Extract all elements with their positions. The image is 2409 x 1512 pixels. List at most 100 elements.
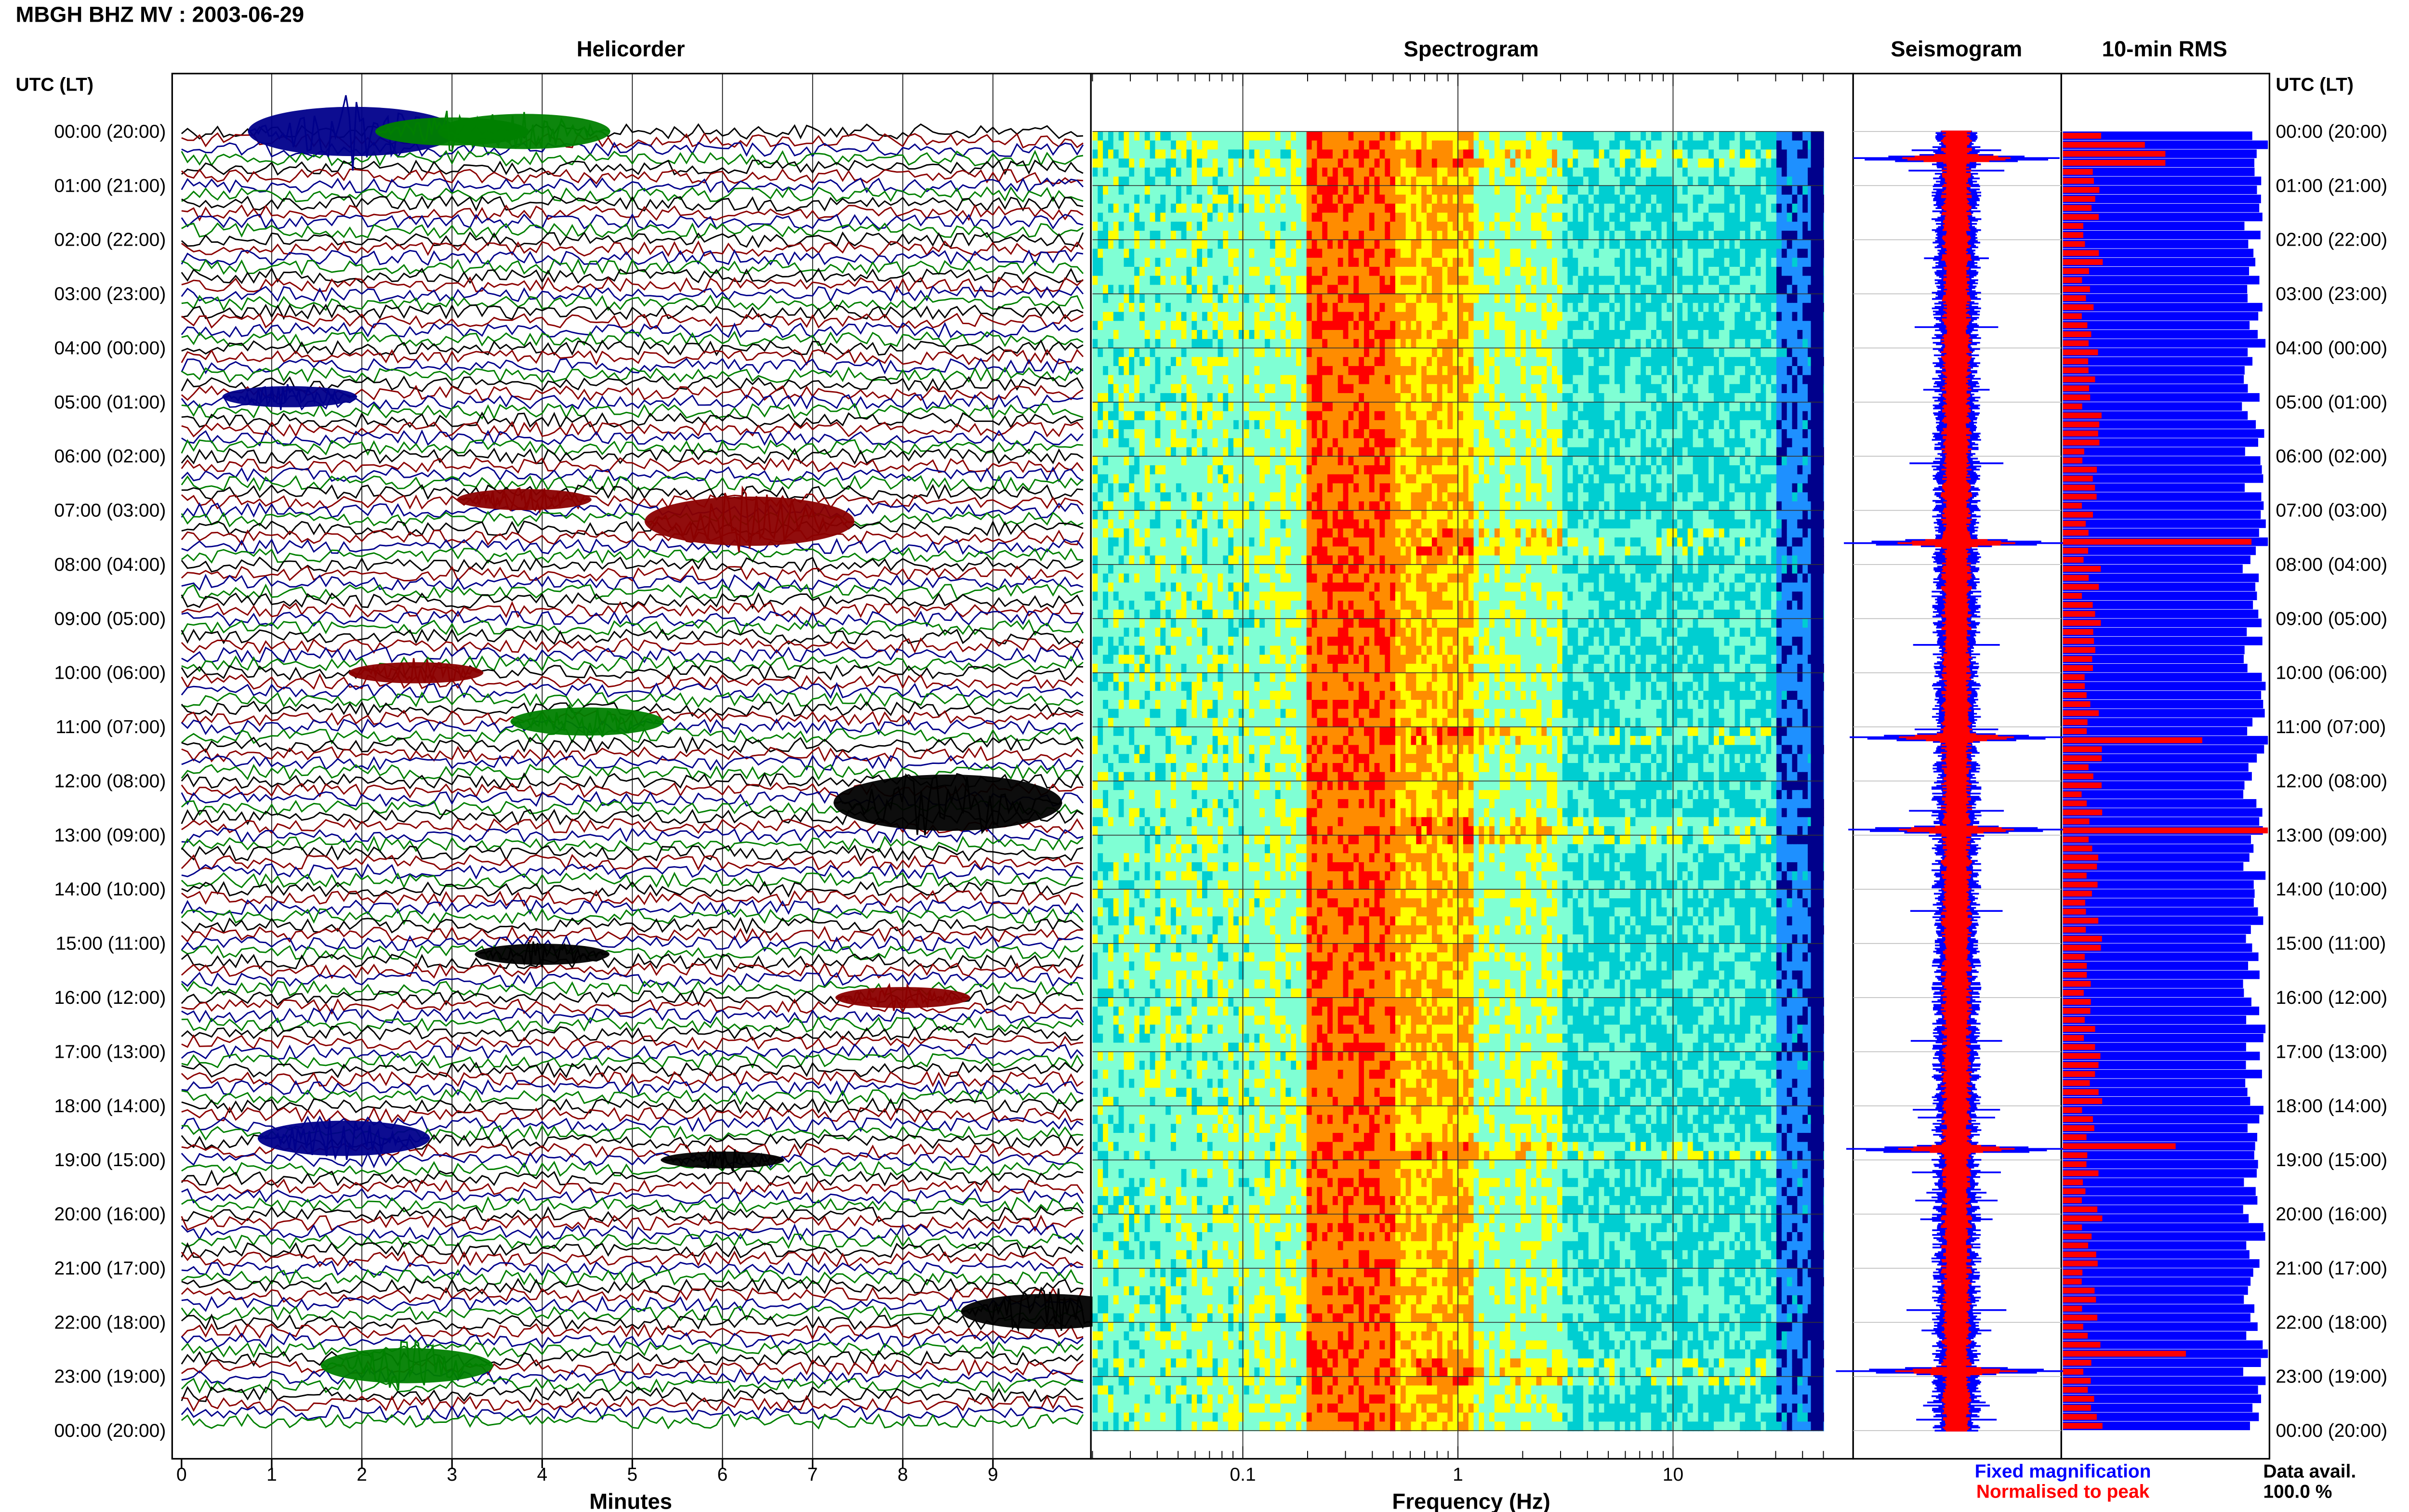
spectrogram-cell [1625,239,1631,250]
spectrogram-cell [1285,249,1292,259]
spectrogram-cell [1139,348,1146,358]
spectrogram-cell [1552,302,1558,313]
spectrogram-cell [1301,195,1308,205]
spectrogram-cell [1385,195,1391,205]
spectrogram-cell [1760,285,1767,295]
spectrogram-cell [1238,285,1245,295]
spectrogram-cell [1353,302,1360,313]
spectrogram-cell [1578,195,1584,205]
spectrogram-cell [1343,429,1349,439]
spectrogram-cell [1238,384,1245,394]
spectrogram-cell [1155,330,1161,340]
spectrogram-cell [1719,375,1725,385]
spectrogram-cell [1223,294,1229,304]
spectrogram-cell [1682,276,1689,286]
spectrogram-cell [1619,321,1626,331]
spectrogram-cell [1468,366,1474,376]
spectrogram-cell [1395,330,1402,340]
spectrogram-cell [1218,321,1224,331]
spectrogram-cell [1343,393,1349,403]
spectrogram-cell [1337,185,1344,196]
spectrogram-cell [1541,321,1548,331]
spectrogram-cell [1385,366,1391,376]
spectrogram-cell [1197,222,1203,232]
spectrogram-cell [1797,185,1803,196]
spectrogram-cell [1379,140,1386,150]
spectrogram-cell [1103,393,1109,403]
spectrogram-cell [1207,312,1214,322]
spectrogram-cell [1421,402,1428,412]
spectrogram-cell [1567,375,1574,385]
spectrogram-cell [1181,239,1187,250]
spectrogram-cell [1228,411,1234,421]
spectrogram-cell [1521,176,1527,186]
spectrogram-cell [1223,203,1229,213]
spectrogram-cell [1802,384,1809,394]
spectrogram-cell [1259,276,1266,286]
spectrogram-cell [1734,158,1741,169]
spectrogram-cell [1588,203,1595,213]
spectrogram-cell [1416,357,1422,367]
spectrogram-cell [1197,203,1203,213]
spectrogram-cell [1139,239,1146,250]
spectrogram-cell [1745,195,1751,205]
spectrogram-cell [1442,131,1448,141]
spectrogram-cell [1615,411,1621,421]
spectrogram-cell [1327,176,1334,186]
spectrogram-cell [1249,140,1255,150]
spectrogram-cell [1416,429,1422,439]
spectrogram-cell [1405,420,1412,430]
spectrogram-cell [1687,185,1694,196]
spectrogram-cell [1729,258,1735,268]
spectrogram-cell [1609,131,1615,141]
spectrogram-cell [1254,420,1260,430]
spectrogram-cell [1270,348,1276,358]
spectrogram-cell [1197,258,1203,268]
spectrogram-cell [1630,203,1636,213]
spectrogram-cell [1369,239,1375,250]
spectrogram-cell [1588,339,1595,349]
spectrogram-cell [1521,321,1527,331]
spectrogram-cell [1708,140,1715,150]
spectrogram-cell [1327,312,1334,322]
spectrogram-cell [1646,375,1652,385]
spectrogram-cell [1275,384,1281,394]
spectrogram-cell [1129,230,1135,240]
spectrogram-cell [1291,266,1297,276]
spectrogram-heatmap [1092,131,1824,1432]
spectrogram-cell [1259,357,1266,367]
spectrogram-cell [1541,158,1548,169]
spectrogram-cell [1505,158,1511,169]
spectrogram-cell [1781,375,1787,385]
spectrogram-cell [1191,375,1198,385]
spectrogram-cell [1604,230,1610,240]
spectrogram-cell [1708,276,1715,286]
spectrogram-cell [1729,339,1735,349]
spectrogram-cell [1113,420,1119,430]
spectrogram-cell [1531,258,1537,268]
spectrogram-cell [1171,149,1177,159]
spectrogram-cell [1291,402,1297,412]
spectrogram-cell [1296,375,1302,385]
helicorder-event-envelope [834,774,1062,831]
spectrogram-cell [1092,384,1099,394]
spectrogram-cell [1301,185,1308,196]
spectrogram-cell [1521,195,1527,205]
spectrogram-cell [1667,294,1673,304]
spectrogram-cell [1724,330,1730,340]
spectrogram-cell [1385,321,1391,331]
helicorder-trace-row [181,835,1084,853]
spectrogram-cell [1212,239,1218,250]
spectrogram-cell [1254,357,1260,367]
spectrogram-cell [1573,185,1579,196]
spectrogram-cell [1463,330,1469,340]
spectrogram-cell [1724,140,1730,150]
spectrogram-cell [1379,185,1386,196]
spectrogram-cell [1484,348,1490,358]
spectrogram-cell [1771,185,1777,196]
spectrogram-cell [1285,195,1292,205]
spectrogram-cell [1171,384,1177,394]
spectrogram-cell [1332,402,1339,412]
spectrogram-cell [1677,230,1683,240]
spectrogram-cell [1750,249,1756,259]
